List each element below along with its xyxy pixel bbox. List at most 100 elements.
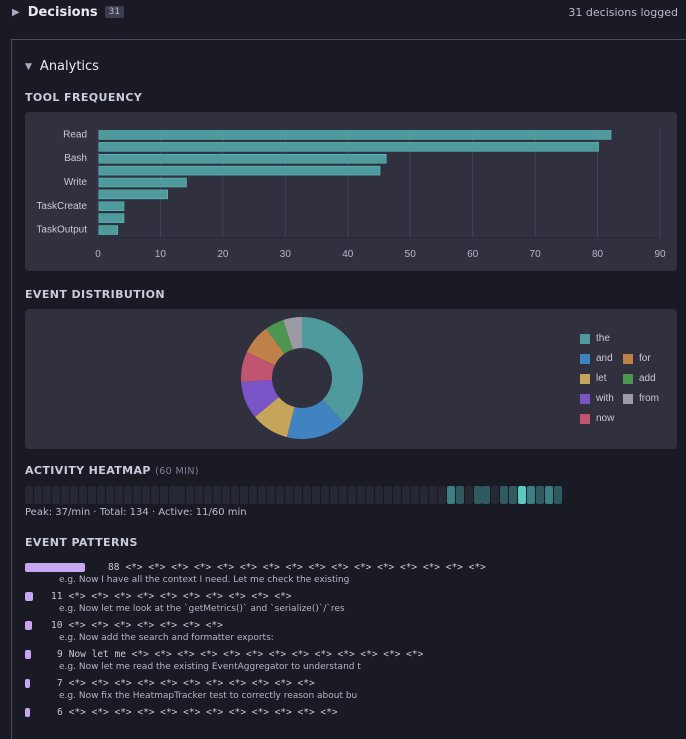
bar[interactable] [98, 165, 381, 176]
heatmap-cell[interactable] [545, 486, 554, 504]
heatmap-cell[interactable] [491, 486, 500, 504]
analytics-header[interactable]: ▼ Analytics [25, 59, 99, 74]
heatmap-cell[interactable] [294, 486, 303, 504]
heatmap-cell[interactable] [87, 486, 96, 504]
heatmap-cell[interactable] [554, 486, 563, 504]
heatmap-cell[interactable] [365, 486, 374, 504]
legend-item-now[interactable]: now [580, 413, 614, 424]
heatmap-cell[interactable] [437, 486, 446, 504]
heatmap-cell[interactable] [419, 486, 428, 504]
heatmap-cell[interactable] [285, 486, 294, 504]
donut-slice-the[interactable] [302, 317, 364, 423]
heatmap-cell[interactable] [42, 486, 51, 504]
pattern-row[interactable]: 10 <*> <*> <*> <*> <*> <*> <*> [25, 619, 223, 631]
donut-slice-with[interactable] [241, 379, 279, 417]
heatmap-cell[interactable] [222, 486, 231, 504]
donut-slice-from[interactable] [283, 317, 302, 350]
heatmap-cell[interactable] [446, 486, 455, 504]
heatmap-cell[interactable] [177, 486, 186, 504]
pattern-row[interactable]: 6 <*> <*> <*> <*> <*> <*> <*> <*> <*> <*>… [25, 706, 338, 718]
heatmap-cell[interactable] [249, 486, 258, 504]
heatmap-cell[interactable] [410, 486, 419, 504]
heatmap-cell[interactable] [60, 486, 69, 504]
heatmap-cell[interactable] [168, 486, 177, 504]
donut-slice-and[interactable] [286, 399, 344, 439]
heatmap-cell[interactable] [123, 486, 132, 504]
heatmap-cell[interactable] [33, 486, 42, 504]
heatmap-cell[interactable] [303, 486, 312, 504]
heatmap-cell[interactable] [383, 486, 392, 504]
donut-chart-svg [241, 317, 364, 439]
bar[interactable] [98, 130, 612, 140]
heatmap-cell[interactable] [455, 486, 464, 504]
collapse-triangle-icon[interactable]: ▼ [25, 61, 32, 72]
bar[interactable] [98, 177, 187, 188]
heatmap-title-text: ACTIVITY HEATMAP [25, 464, 151, 477]
legend-item-add[interactable]: add [623, 373, 656, 384]
heatmap-cell[interactable] [195, 486, 204, 504]
pattern-frequency-bar [25, 562, 85, 572]
heatmap-cell[interactable] [464, 486, 473, 504]
decisions-header[interactable]: ▶ Decisions 31 31 decisions logged [12, 3, 678, 21]
heatmap-cell[interactable] [347, 486, 356, 504]
heatmap-cell[interactable] [240, 486, 249, 504]
heatmap-cell[interactable] [527, 486, 536, 504]
heatmap-cell[interactable] [267, 486, 276, 504]
heatmap-cell[interactable] [186, 486, 195, 504]
bar[interactable] [98, 142, 599, 152]
donut-slice-now[interactable] [241, 352, 275, 382]
heatmap-cell[interactable] [392, 486, 401, 504]
pattern-row[interactable]: 11 <*> <*> <*> <*> <*> <*> <*> <*> <*> <*… [25, 590, 292, 602]
bar[interactable] [98, 189, 168, 200]
heatmap-cell[interactable] [509, 486, 518, 504]
heatmap-cell[interactable] [132, 486, 141, 504]
heatmap-cell[interactable] [150, 486, 159, 504]
heatmap-cell[interactable] [96, 486, 105, 504]
heatmap-cell[interactable] [536, 486, 545, 504]
heatmap-cell[interactable] [159, 486, 168, 504]
heatmap-cell[interactable] [321, 486, 329, 504]
legend-item-and[interactable]: and [580, 353, 613, 364]
heatmap-cell[interactable] [500, 486, 509, 504]
heatmap-cell[interactable] [276, 486, 285, 504]
legend-item-for[interactable]: for [623, 353, 651, 364]
legend-item-let[interactable]: let [580, 373, 607, 384]
donut-slice-add[interactable] [266, 319, 293, 354]
heatmap-cell[interactable] [69, 486, 78, 504]
heatmap-cell[interactable] [473, 486, 482, 504]
bar[interactable] [98, 153, 387, 164]
pattern-row[interactable]: 88 <*> <*> <*> <*> <*> <*> <*> <*> <*> <*… [25, 561, 486, 573]
heatmap-cell[interactable] [25, 486, 33, 504]
heatmap-cell[interactable] [428, 486, 437, 504]
event-distribution-chart: the and let with now for add from [25, 309, 677, 449]
heatmap-cell[interactable] [338, 486, 347, 504]
bar[interactable] [98, 201, 125, 212]
legend-item-the[interactable]: the [580, 333, 610, 344]
heatmap-cell[interactable] [114, 486, 123, 504]
bar[interactable] [98, 225, 119, 235]
pattern-row[interactable]: 7 <*> <*> <*> <*> <*> <*> <*> <*> <*> <*>… [25, 677, 315, 689]
donut-slice-let[interactable] [254, 397, 295, 438]
heatmap-cell[interactable] [141, 486, 150, 504]
pattern-frequency-bar [25, 591, 33, 601]
donut-slice-for[interactable] [246, 328, 285, 366]
heatmap-cell[interactable] [213, 486, 222, 504]
heatmap-cell[interactable] [105, 486, 114, 504]
bar[interactable] [98, 213, 125, 223]
heatmap-cell[interactable] [356, 486, 365, 504]
legend-item-with[interactable]: with [580, 393, 614, 404]
heatmap-cell[interactable] [231, 486, 240, 504]
heatmap-cell[interactable] [374, 486, 383, 504]
heatmap-cell[interactable] [482, 486, 491, 504]
heatmap-cell[interactable] [78, 486, 87, 504]
heatmap-cell[interactable] [51, 486, 60, 504]
pattern-row[interactable]: 9 Now let me <*> <*> <*> <*> <*> <*> <*> … [25, 648, 423, 660]
heatmap-cell[interactable] [258, 486, 267, 504]
heatmap-cell[interactable] [312, 486, 321, 504]
heatmap-cell[interactable] [329, 486, 338, 504]
heatmap-cell[interactable] [518, 486, 527, 504]
expand-triangle-icon[interactable]: ▶ [12, 6, 20, 18]
heatmap-cell[interactable] [204, 486, 213, 504]
heatmap-cell[interactable] [401, 486, 410, 504]
legend-item-from[interactable]: from [623, 393, 659, 404]
